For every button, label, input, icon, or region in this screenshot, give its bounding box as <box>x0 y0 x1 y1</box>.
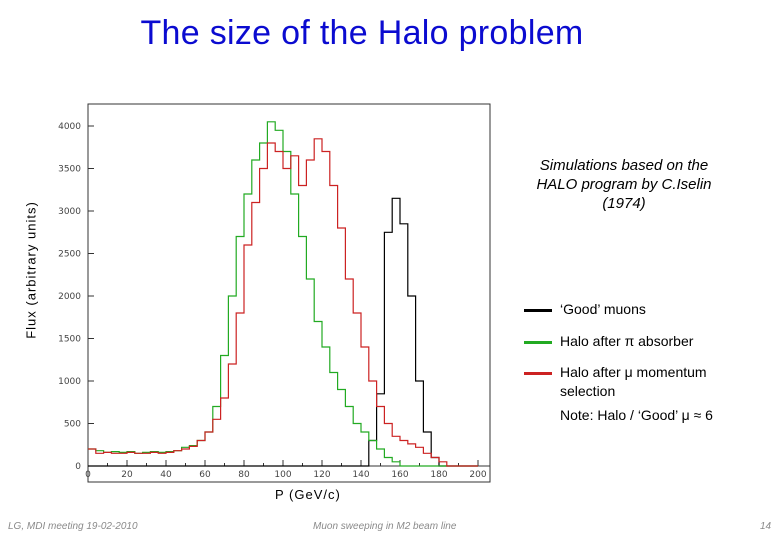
x-tick-label: 0 <box>85 470 91 480</box>
x-axis-label: P (GeV/c) <box>275 487 341 502</box>
x-tick-label: 180 <box>430 470 447 480</box>
legend-item-good-muons: ‘Good’ muons <box>524 300 646 319</box>
ratio-note: Note: Halo / ‘Good’ μ ≈ 6 <box>560 407 713 423</box>
legend-item-halo-pi-absorber: Halo after π absorber <box>524 332 693 351</box>
footer-page-number: 14 <box>760 521 772 532</box>
y-tick-label: 2500 <box>58 250 81 260</box>
y-tick-label: 4000 <box>58 122 81 132</box>
x-tick-label: 200 <box>469 470 486 480</box>
y-tick-label: 3500 <box>58 165 81 175</box>
legend-label: ‘Good’ muons <box>560 301 646 317</box>
slide-title: The size of the Halo problem <box>140 14 584 52</box>
y-tick-label: 500 <box>64 420 81 430</box>
x-tick-label: 140 <box>352 470 369 480</box>
legend-swatch-green <box>524 341 552 344</box>
simulation-note: Simulations based on the HALO program by… <box>496 156 752 213</box>
legend-item-halo-mu-selection: Halo after μ momentum selection <box>524 363 724 401</box>
legend-label: Halo after π absorber <box>560 333 694 349</box>
x-tick-label: 60 <box>199 470 211 480</box>
x-tick-label: 160 <box>391 470 408 480</box>
footer-topic: Muon sweeping in M2 beam line <box>313 521 457 532</box>
histogram-series-good-muons <box>88 197 478 467</box>
x-tick-label: 120 <box>313 470 330 480</box>
simulation-note-line: HALO program by C.Iselin <box>536 176 712 193</box>
x-tick-label: 40 <box>160 470 172 480</box>
histogram-series-halo-after-mu-selection <box>88 138 478 467</box>
x-tick-label: 20 <box>121 470 133 480</box>
legend-swatch-red <box>524 372 552 375</box>
simulation-note-line: (1974) <box>602 195 646 212</box>
plot-frame <box>87 103 491 483</box>
y-tick-label: 1000 <box>58 377 81 387</box>
y-tick-label: 0 <box>75 462 81 472</box>
legend-label: Halo after μ momentum selection <box>560 364 707 399</box>
footer-meeting: LG, MDI meeting 19-02-2010 <box>8 521 138 532</box>
y-tick-label: 3000 <box>58 207 81 217</box>
x-tick-label: 80 <box>238 470 250 480</box>
y-tick-label: 1500 <box>58 335 81 345</box>
simulation-note-line: Simulations based on the <box>539 157 709 174</box>
y-axis-label: Flux (arbitrary units) <box>23 201 39 339</box>
legend-swatch-black <box>524 309 552 312</box>
x-tick-label: 100 <box>274 470 291 480</box>
y-tick-label: 2000 <box>58 292 81 302</box>
